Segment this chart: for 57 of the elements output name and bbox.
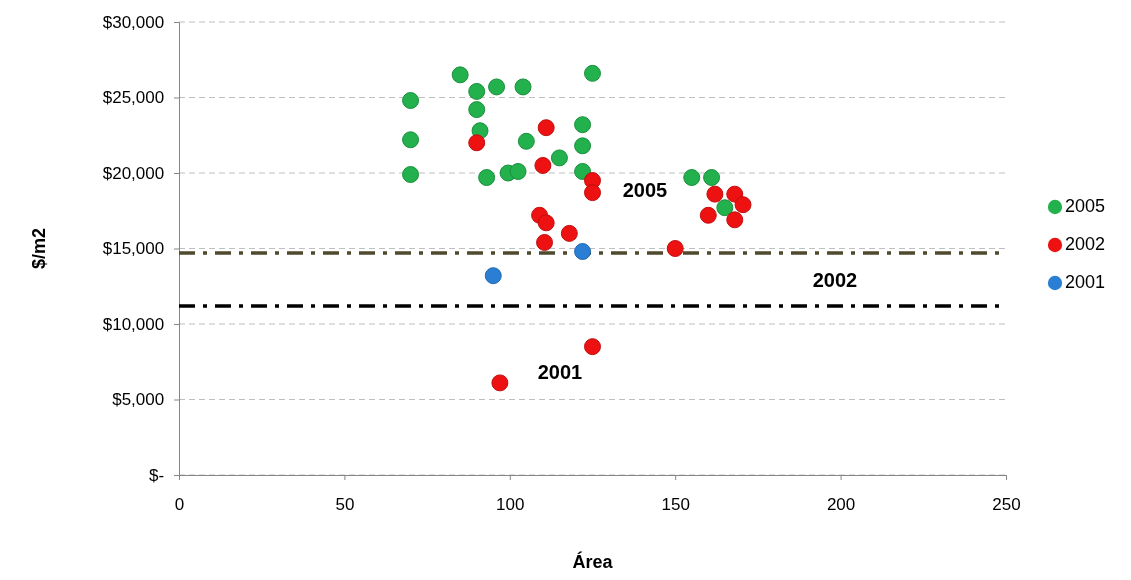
legend-label: 2002 — [1065, 233, 1106, 254]
point — [402, 131, 420, 149]
point — [574, 163, 592, 180]
point — [536, 234, 554, 251]
x-tick-label: 0 — [174, 495, 185, 515]
point — [478, 169, 496, 186]
point — [574, 243, 592, 260]
y-axis-title: $/m2 — [29, 227, 49, 270]
point — [699, 206, 717, 224]
point — [683, 169, 701, 186]
point — [726, 211, 744, 229]
x-tick-label: 250 — [992, 495, 1021, 515]
point — [574, 137, 592, 155]
point — [574, 116, 592, 134]
point — [451, 66, 469, 84]
y-tick-label: $25,000 — [102, 88, 165, 108]
point — [468, 101, 486, 119]
point — [584, 338, 601, 356]
point — [537, 214, 555, 232]
point — [402, 166, 420, 183]
point — [666, 240, 684, 257]
point — [484, 267, 502, 285]
y-tick-label: $15,000 — [102, 239, 165, 259]
point — [734, 196, 752, 214]
point — [491, 374, 509, 392]
point — [468, 83, 486, 100]
point — [550, 149, 568, 167]
point — [517, 132, 535, 150]
point — [514, 78, 532, 96]
annotation: 2001 — [537, 361, 583, 384]
point — [726, 185, 744, 203]
x-tick-label: 200 — [826, 495, 856, 515]
point — [584, 184, 601, 202]
x-tick-label: 100 — [496, 495, 525, 515]
y-tick-label: $30,000 — [102, 12, 165, 32]
y-tick-label: $- — [149, 465, 165, 485]
point — [560, 224, 578, 242]
x-tick-label: 150 — [661, 495, 690, 515]
legend-label: 2005 — [1065, 195, 1106, 216]
point — [468, 134, 486, 152]
annotation: 2002 — [812, 269, 858, 292]
point — [402, 92, 420, 109]
point — [716, 199, 734, 217]
point — [534, 156, 552, 174]
y-tick-label: $10,000 — [102, 314, 165, 334]
annotation: 2005 — [622, 179, 668, 202]
legend-label: 2001 — [1065, 271, 1106, 292]
point — [706, 185, 724, 203]
x-tick-label: 50 — [335, 495, 355, 515]
point — [537, 119, 555, 137]
point — [509, 163, 527, 180]
point — [703, 169, 721, 186]
y-tick-label: $20,000 — [102, 163, 165, 183]
y-tick-label: $5,000 — [112, 390, 165, 410]
point — [584, 64, 601, 82]
x-axis-title: Área — [572, 551, 614, 572]
point — [488, 78, 506, 96]
